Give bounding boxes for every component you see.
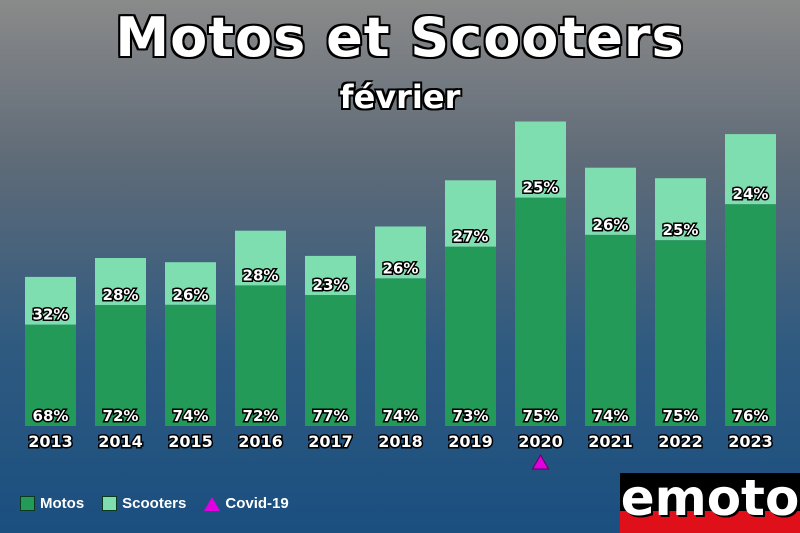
legend-item-motos: Motos [20, 495, 84, 512]
bar-motos-2020 [515, 197, 566, 426]
tick-label-2018: 2018 [378, 432, 423, 451]
label-scooters-2017: 23% [313, 276, 349, 294]
bar-motos-2023 [725, 204, 776, 426]
label-scooters-2013: 32% [33, 306, 69, 324]
legend-item-scooters: Scooters [102, 495, 186, 512]
legend-item-covid: Covid-19 [204, 495, 289, 512]
tick-label-2015: 2015 [168, 432, 213, 451]
label-motos-2013: 68% [33, 407, 69, 425]
legend: Motos Scooters Covid-19 [20, 495, 289, 512]
bar-scooters-2022 [655, 178, 706, 241]
label-scooters-2021: 26% [593, 216, 629, 234]
bar-motos-2017 [305, 295, 356, 426]
label-motos-2016: 72% [243, 407, 279, 425]
label-motos-2018: 74% [383, 407, 419, 425]
label-motos-2023: 76% [733, 407, 769, 425]
tick-label-2016: 2016 [238, 432, 283, 451]
label-motos-2014: 72% [103, 407, 139, 425]
legend-label-covid: Covid-19 [225, 495, 289, 512]
bar-scooters-2019 [445, 180, 496, 247]
tick-label-2013: 2013 [28, 432, 73, 451]
tick-label-2022: 2022 [658, 432, 703, 451]
label-scooters-2019: 27% [453, 228, 489, 246]
bar-scooters-2021 [585, 167, 636, 235]
triangle-icon [204, 496, 221, 511]
label-scooters-2016: 28% [243, 266, 279, 284]
tick-label-2019: 2019 [448, 432, 493, 451]
bar-scooters-2015 [165, 262, 216, 305]
emoto-logo[interactable]: emoto [620, 473, 800, 533]
label-motos-2015: 74% [173, 407, 209, 425]
bar-scooters-2014 [95, 258, 146, 306]
label-scooters-2015: 26% [173, 286, 209, 304]
chart-subtitle: février [339, 78, 461, 116]
bar-motos-2014 [95, 305, 146, 426]
bar-motos-2022 [655, 240, 706, 426]
label-scooters-2022: 25% [663, 221, 699, 239]
bar-motos-2013 [25, 324, 76, 426]
bar-scooters-2016 [235, 230, 286, 286]
legend-label-scooters: Scooters [122, 495, 187, 512]
label-scooters-2023: 24% [733, 185, 769, 203]
covid-marker-2020 [531, 453, 550, 470]
label-scooters-2014: 28% [103, 286, 139, 304]
bar-scooters-2013 [25, 276, 76, 325]
tick-label-2023: 2023 [728, 432, 773, 451]
label-motos-2021: 74% [593, 407, 629, 425]
legend-label-motos: Motos [40, 495, 85, 512]
chart-title: Motos et Scooters [115, 6, 685, 69]
label-scooters-2018: 26% [383, 259, 419, 277]
bar-scooters-2018 [375, 226, 426, 279]
bar-motos-2021 [585, 234, 636, 426]
bar-motos-2018 [375, 278, 426, 426]
legend-swatch-motos [20, 496, 35, 511]
bar-motos-2016 [235, 285, 286, 426]
tick-label-2017: 2017 [308, 432, 353, 451]
label-motos-2022: 75% [663, 407, 699, 425]
tick-label-2020: 2020 [518, 432, 563, 451]
bar-scooters-2017 [305, 255, 356, 296]
label-motos-2017: 77% [313, 407, 349, 425]
bar-scooters-2023 [725, 134, 776, 205]
tick-label-2021: 2021 [588, 432, 633, 451]
label-motos-2020: 75% [523, 407, 559, 425]
bar-scooters-2020 [515, 121, 566, 198]
bar-motos-2015 [165, 304, 216, 426]
bar-motos-2019 [445, 246, 496, 426]
legend-swatch-scooters [102, 496, 118, 511]
tick-label-2014: 2014 [98, 432, 143, 451]
label-motos-2019: 73% [453, 407, 489, 425]
label-scooters-2020: 25% [523, 179, 559, 197]
logo-red-band [620, 511, 800, 533]
logo-text: emoto [620, 473, 800, 527]
